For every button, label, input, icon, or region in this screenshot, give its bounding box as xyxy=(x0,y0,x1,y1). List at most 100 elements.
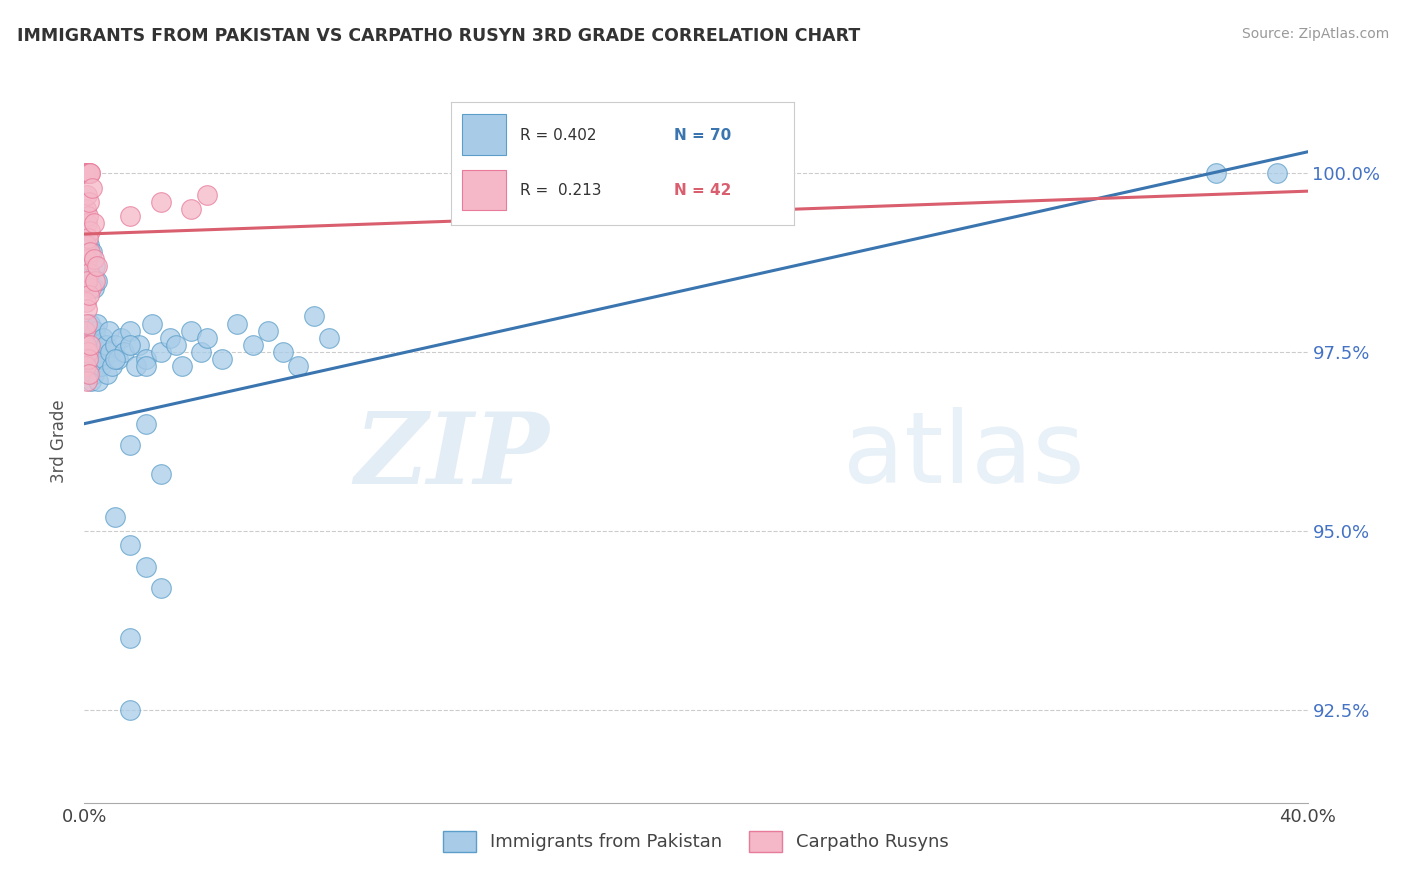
Point xyxy=(77,209,100,223)
Point xyxy=(75,237,97,252)
Point xyxy=(149,467,172,481)
Point xyxy=(94,338,117,352)
Point xyxy=(76,216,98,230)
Point xyxy=(77,367,100,381)
Point xyxy=(77,352,100,367)
Point xyxy=(180,202,202,216)
Point xyxy=(1265,166,1288,180)
Point xyxy=(302,310,325,324)
Text: ZIP: ZIP xyxy=(354,408,550,504)
Point xyxy=(76,166,98,180)
Point xyxy=(101,359,124,374)
Point xyxy=(76,324,98,338)
Point xyxy=(77,288,100,302)
Point xyxy=(80,374,103,388)
Point xyxy=(141,317,163,331)
Point xyxy=(120,324,142,338)
Point xyxy=(287,359,309,374)
Point xyxy=(195,187,218,202)
Text: Source: ZipAtlas.com: Source: ZipAtlas.com xyxy=(1241,27,1389,41)
Point xyxy=(77,166,100,180)
Point xyxy=(318,331,340,345)
Point xyxy=(90,359,112,374)
Point xyxy=(77,237,100,252)
Point xyxy=(86,352,108,367)
Point xyxy=(135,352,157,367)
Point xyxy=(79,166,101,180)
Point xyxy=(149,194,172,209)
Point xyxy=(83,345,105,359)
Point xyxy=(211,352,233,367)
Point xyxy=(104,509,127,524)
Point xyxy=(159,331,181,345)
Point xyxy=(77,367,100,381)
Point xyxy=(77,166,100,180)
Point xyxy=(84,274,107,288)
Point xyxy=(83,216,105,230)
Point xyxy=(77,338,100,352)
Legend: Immigrants from Pakistan, Carpatho Rusyns: Immigrants from Pakistan, Carpatho Rusyn… xyxy=(436,823,956,859)
Point xyxy=(110,331,132,345)
Point xyxy=(75,202,97,216)
Point xyxy=(84,260,107,274)
Text: IMMIGRANTS FROM PAKISTAN VS CARPATHO RUSYN 3RD GRADE CORRELATION CHART: IMMIGRANTS FROM PAKISTAN VS CARPATHO RUS… xyxy=(17,27,860,45)
Point xyxy=(97,324,120,338)
Point xyxy=(180,324,202,338)
Point xyxy=(120,209,142,223)
Point xyxy=(75,166,97,180)
Point xyxy=(76,187,98,202)
Point xyxy=(77,230,100,244)
Point xyxy=(76,302,98,317)
Point xyxy=(77,345,100,359)
Point xyxy=(149,581,172,595)
Point xyxy=(104,352,127,367)
Point xyxy=(76,345,98,359)
Point xyxy=(84,324,107,338)
Point xyxy=(120,538,142,552)
Point xyxy=(87,374,110,388)
Point xyxy=(79,223,101,237)
Point xyxy=(79,352,101,367)
Point xyxy=(195,331,218,345)
Point xyxy=(79,244,101,259)
Point xyxy=(77,267,100,281)
Point xyxy=(165,338,187,352)
Point xyxy=(257,324,280,338)
Point xyxy=(86,317,108,331)
Point xyxy=(79,267,101,281)
Point xyxy=(75,338,97,352)
Point xyxy=(135,559,157,574)
Point xyxy=(120,438,142,452)
Point xyxy=(83,367,105,381)
Point xyxy=(77,194,100,209)
Point xyxy=(75,166,97,180)
Point xyxy=(80,281,103,295)
Point xyxy=(80,331,103,345)
Point xyxy=(104,338,127,352)
Point xyxy=(79,317,101,331)
Point xyxy=(76,252,98,266)
Y-axis label: 3rd Grade: 3rd Grade xyxy=(51,400,69,483)
Point xyxy=(76,274,98,288)
Point xyxy=(107,352,129,367)
Point xyxy=(128,338,150,352)
Point xyxy=(79,338,101,352)
Point xyxy=(75,295,97,310)
Point xyxy=(149,345,172,359)
Point xyxy=(190,345,212,359)
Point xyxy=(112,345,135,359)
Point xyxy=(98,345,121,359)
Point xyxy=(75,274,97,288)
Point xyxy=(84,338,107,352)
Point xyxy=(76,252,98,266)
Point xyxy=(76,166,98,180)
Point xyxy=(1205,166,1227,180)
Point xyxy=(80,180,103,194)
Point xyxy=(89,345,111,359)
Point xyxy=(76,374,98,388)
Point xyxy=(120,632,142,646)
Point xyxy=(172,359,194,374)
Point xyxy=(76,317,98,331)
Point xyxy=(120,703,142,717)
Point xyxy=(135,359,157,374)
